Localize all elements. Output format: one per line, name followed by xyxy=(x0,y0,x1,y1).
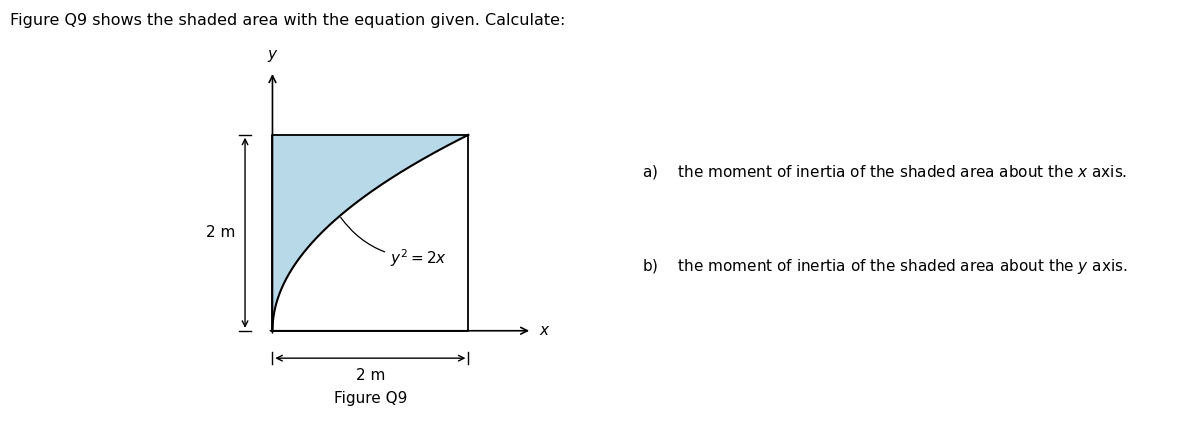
Text: b)  the moment of inertia of the shaded area about the $y$ axis.: b) the moment of inertia of the shaded a… xyxy=(642,257,1128,276)
Polygon shape xyxy=(272,135,468,331)
Text: $y$: $y$ xyxy=(266,48,278,64)
Text: $y^2 = 2x$: $y^2 = 2x$ xyxy=(341,218,446,269)
Text: 2 m: 2 m xyxy=(355,368,385,383)
Text: $x$: $x$ xyxy=(539,323,551,338)
Text: Figure Q9: Figure Q9 xyxy=(334,391,407,406)
Text: a)  the moment of inertia of the shaded area about the $x$ axis.: a) the moment of inertia of the shaded a… xyxy=(642,163,1127,181)
Text: Figure Q9 shows the shaded area with the equation given. Calculate:: Figure Q9 shows the shaded area with the… xyxy=(10,13,565,28)
Text: 2 m: 2 m xyxy=(206,225,235,240)
